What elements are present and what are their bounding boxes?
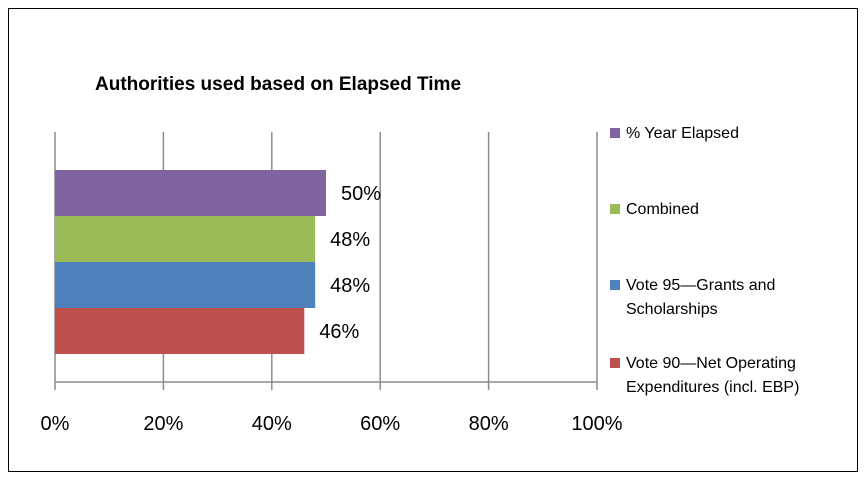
- legend-label: Expenditures (incl. EBP): [626, 379, 799, 396]
- data-label: 48%: [330, 275, 370, 297]
- tick-label: 60%: [360, 413, 400, 435]
- legend-label: Vote 95—Grants and: [626, 277, 775, 294]
- data-label: 48%: [330, 229, 370, 251]
- legend-swatch: [610, 204, 620, 214]
- tick-label: 80%: [469, 413, 509, 435]
- legend-label: Scholarships: [626, 301, 718, 318]
- data-label: 46%: [319, 321, 359, 343]
- legend: % Year Elapsed Combined Vote 95—Grants and…: [610, 125, 799, 396]
- legend-label: Vote 90—Net Operating: [626, 355, 796, 372]
- bar: [55, 308, 305, 354]
- data-labels: 50% 48% 48% 46%: [319, 183, 381, 343]
- tick-label: 20%: [143, 413, 183, 435]
- data-label: 50%: [341, 183, 381, 205]
- legend-label: % Year Elapsed: [626, 125, 739, 142]
- tick-label: 40%: [252, 413, 292, 435]
- bar: [55, 216, 316, 262]
- bars: [55, 170, 326, 354]
- bar: [55, 170, 326, 216]
- tick-label: 100%: [571, 413, 622, 435]
- legend-label: Combined: [626, 201, 699, 218]
- x-axis-ticks: 0% 20% 40% 60% 80% 100%: [41, 413, 623, 435]
- tick-label: 0%: [41, 413, 70, 435]
- bar: [55, 262, 316, 308]
- legend-swatch: [610, 280, 620, 290]
- legend-swatch: [610, 358, 620, 368]
- legend-swatch: [610, 128, 620, 138]
- chart-title: Authorities used based on Elapsed Time: [95, 74, 461, 95]
